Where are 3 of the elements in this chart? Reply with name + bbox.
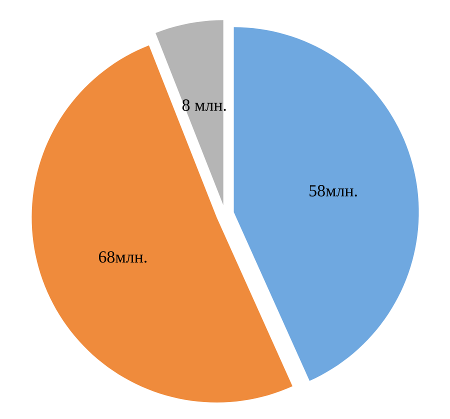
data-label: 58млн. xyxy=(310,185,357,197)
data-label: 68млн. xyxy=(98,251,147,263)
data-label: 8 млн. xyxy=(182,99,226,111)
